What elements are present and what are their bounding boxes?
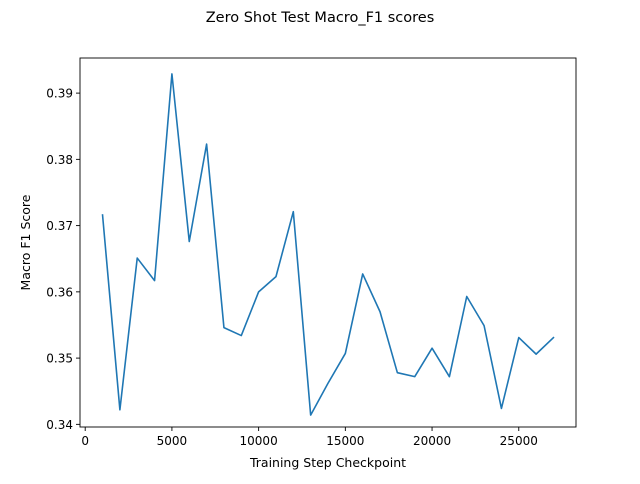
data-point bbox=[257, 291, 259, 293]
data-point bbox=[223, 326, 225, 328]
data-point bbox=[327, 382, 329, 384]
data-point bbox=[136, 257, 138, 259]
x-tick-label: 10000 bbox=[240, 434, 278, 448]
data-point bbox=[101, 214, 103, 216]
y-tick-label: 0.37 bbox=[46, 219, 73, 233]
data-point bbox=[414, 375, 416, 377]
data-point bbox=[119, 409, 121, 411]
data-point bbox=[448, 375, 450, 377]
x-tick-label: 0 bbox=[81, 434, 89, 448]
data-point bbox=[379, 311, 381, 313]
data-point bbox=[205, 143, 207, 145]
x-tick-label: 25000 bbox=[500, 434, 538, 448]
x-tick-label: 15000 bbox=[326, 434, 364, 448]
data-point bbox=[309, 414, 311, 416]
axes-frame bbox=[79, 57, 577, 428]
data-point bbox=[361, 273, 363, 275]
data-point bbox=[552, 336, 554, 338]
data-point bbox=[292, 210, 294, 212]
x-axis-ticks: 0 5000 10000 15000 20000 25000 bbox=[81, 427, 538, 448]
data-point bbox=[518, 336, 520, 338]
series-layer bbox=[101, 73, 555, 416]
data-point bbox=[466, 295, 468, 297]
series-line bbox=[101, 73, 555, 416]
x-tick-label: 20000 bbox=[413, 434, 451, 448]
y-axis-label: Macro F1 Score bbox=[18, 194, 33, 290]
data-point bbox=[344, 352, 346, 354]
chart-title: Zero Shot Test Macro_F1 scores bbox=[206, 10, 435, 26]
x-tick-label: 5000 bbox=[157, 434, 188, 448]
data-point bbox=[240, 334, 242, 336]
data-point bbox=[483, 324, 485, 326]
y-tick-label: 0.34 bbox=[46, 418, 73, 432]
data-point bbox=[535, 353, 537, 355]
y-tick-label: 0.36 bbox=[46, 285, 73, 299]
y-tick-label: 0.38 bbox=[46, 153, 73, 167]
data-point bbox=[171, 73, 173, 75]
data-point bbox=[188, 240, 190, 242]
plot-area: 0 5000 10000 15000 20000 25000 0.340.350.360.… bbox=[46, 57, 577, 448]
data-point bbox=[431, 347, 433, 349]
x-axis-label: Training Step Checkpoint bbox=[249, 455, 406, 470]
y-tick-label: 0.35 bbox=[46, 352, 73, 366]
data-point bbox=[396, 371, 398, 373]
data-point bbox=[500, 407, 502, 409]
data-point bbox=[275, 275, 277, 277]
y-tick-label: 0.39 bbox=[46, 87, 73, 101]
y-axis-ticks: 0.34 0.35 0.36 0.37 0.38 0.39 bbox=[46, 87, 80, 432]
data-point bbox=[153, 279, 155, 281]
